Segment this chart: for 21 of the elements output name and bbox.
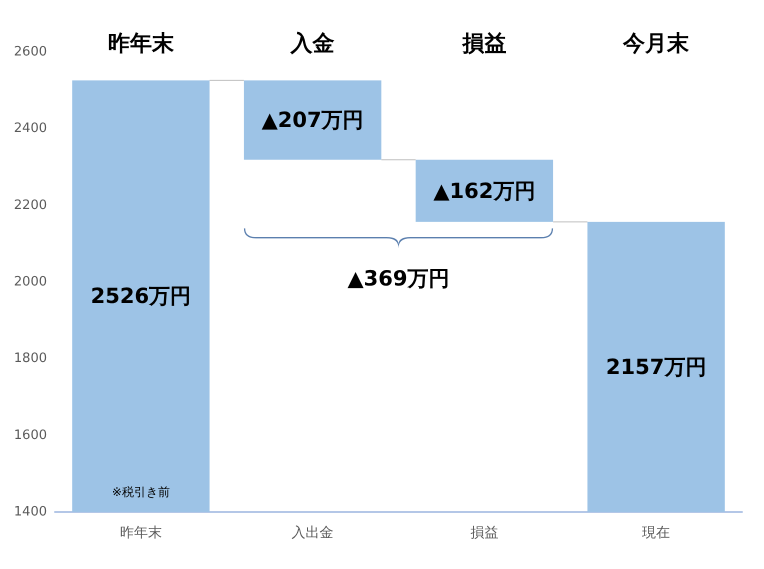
x-tick-label: 損益 [470,525,498,541]
annotation: ▲369万円 [348,266,450,290]
x-tick-label: 現在 [642,525,670,541]
y-tick-label: 2400 [14,121,47,136]
data-label: 2157万円 [606,354,706,379]
y-tick-label: 1600 [14,428,47,443]
annotation: ※税引き前 [112,485,170,499]
annotation: 今月末 [622,32,690,56]
y-tick-label: 2000 [14,274,47,290]
y-tick-label: 2600 [14,44,47,60]
y-tick-label: 1800 [14,351,47,366]
annotation: 入金 [290,32,335,56]
x-tick-label: 入出金 [292,525,334,541]
y-tick-label: 2200 [14,198,47,213]
data-label: ▲207万円 [262,108,364,132]
annotation: 損益 [461,32,506,56]
data-label: 2526万円 [90,284,192,308]
x-tick-label: 昨年末 [120,525,162,541]
annotation: 昨年末 [108,32,175,56]
y-tick-label: 1400 [14,504,47,520]
data-label: ▲162万円 [433,178,536,203]
